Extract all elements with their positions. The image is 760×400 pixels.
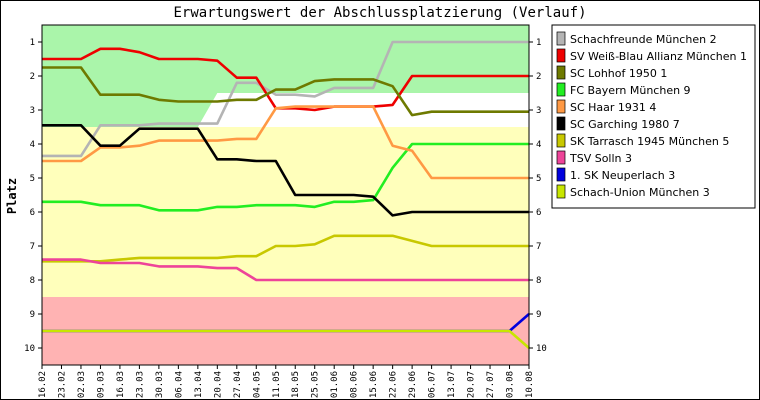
series-layer	[42, 40, 530, 349]
y-tick-label-right: 4	[536, 140, 541, 150]
y-tick-label-right: 9	[536, 310, 541, 320]
x-tick-label: 01.06	[330, 371, 340, 398]
x-tick-label: 02.03	[77, 371, 87, 398]
legend-swatch-9	[556, 184, 566, 199]
y-tick-label-right: 5	[536, 174, 541, 184]
legend-swatch-0	[556, 31, 566, 46]
x-tick-label: 04.05	[252, 371, 262, 398]
y-tick-label-left: 2	[30, 72, 35, 82]
series-line-6	[42, 234, 529, 263]
legend-label-4: SC Haar 1931 4	[570, 101, 656, 114]
legend: Schachfreunde München 2 SV Weiß-Blau Alli…	[551, 24, 756, 209]
legend-label-8: 1. SK Neuperlach 3	[570, 169, 675, 182]
x-tick-label: 13.07	[447, 371, 457, 398]
legend-swatch-6	[556, 133, 566, 148]
x-tick-label: 16.02	[38, 371, 48, 398]
x-tick-label: 20.04	[213, 371, 223, 398]
x-tick-label: 06.04	[174, 371, 184, 398]
series-line-5	[42, 124, 529, 217]
y-tick-label-left: 10	[24, 344, 35, 354]
series-line-9	[42, 329, 530, 349]
y-tick-label-right: 7	[536, 242, 541, 252]
legend-label-2: SC Lohhof 1950 1	[570, 67, 667, 80]
series-line-4	[42, 105, 529, 180]
y-tick-label-right: 6	[536, 208, 541, 218]
x-tick-label: 25.05	[311, 371, 321, 398]
y-tick-label-left: 4	[30, 140, 35, 150]
x-tick-label: 27.07	[486, 371, 496, 398]
x-tick-label: 09.03	[96, 371, 106, 398]
x-tick-label: 30.03	[155, 371, 165, 398]
x-tick-label: 10.08	[525, 371, 535, 398]
y-tick-label-left: 6	[30, 208, 35, 218]
x-tick-label: 08.06	[350, 371, 360, 398]
y-tick-label-right: 8	[536, 276, 541, 286]
y-tick-label-left: 8	[30, 276, 35, 286]
plot-border	[41, 24, 530, 366]
legend-swatch-3	[556, 82, 566, 97]
legend-label-0: Schachfreunde München 2	[570, 33, 717, 46]
chart-title: Erwartungswert der Abschlussplatzierung …	[173, 5, 586, 21]
x-tick-label: 27.04	[233, 371, 243, 398]
legend-swatch-4	[556, 99, 566, 114]
legend-swatch-5	[556, 116, 566, 131]
legend-label-5: SC Garching 1980 7	[570, 118, 680, 131]
series-line-2	[42, 66, 529, 117]
legend-swatch-2	[556, 65, 566, 80]
x-tick-label: 18.05	[291, 371, 301, 398]
legend-swatch-8	[556, 167, 566, 182]
series-line-7	[42, 258, 529, 282]
x-tick-label: 16.03	[116, 371, 126, 398]
x-tick-label: 29.06	[408, 371, 418, 398]
x-tick-label: 13.04	[194, 371, 204, 398]
y-tick-label-right: 3	[536, 106, 541, 116]
x-tick-label: 23.02	[57, 371, 67, 398]
x-tick-label: 20.07	[467, 371, 477, 398]
series-line-3	[42, 142, 529, 212]
y-axis-label: Platz	[5, 178, 19, 214]
x-tick-label: 23.03	[135, 371, 145, 398]
legend-label-9: Schach-Union München 3	[570, 186, 710, 199]
series-line-0	[42, 40, 529, 158]
legend-label-7: TSV Solln 3	[569, 152, 632, 165]
legend-swatch-7	[556, 150, 566, 165]
y-tick-label-left: 7	[30, 242, 35, 252]
y-tick-label-right: 10	[536, 344, 547, 354]
y-tick-label-left: 3	[30, 106, 35, 116]
y-tick-label-left: 1	[30, 38, 35, 48]
x-tick-label: 06.07	[428, 371, 438, 398]
legend-box	[551, 24, 756, 209]
x-tick-label: 03.08	[506, 371, 516, 398]
legend-swatch-1	[556, 48, 566, 63]
y-tick-label-right: 1	[536, 38, 541, 48]
legend-label-6: SK Tarrasch 1945 München 5	[570, 135, 729, 148]
x-tick-label: 22.06	[389, 371, 399, 398]
y-tick-label-left: 9	[30, 310, 35, 320]
x-tick-label: 11.05	[272, 371, 282, 398]
y-tick-label-left: 5	[30, 174, 35, 184]
y-tick-label-right: 2	[536, 72, 541, 82]
legend-label-3: FC Bayern München 9	[570, 84, 691, 97]
axes-layer: 1 1 2 2 3 3 4 4 5 5 6 6 7 7 8 8 9 9 10 10 16.02 23.02 02.03 09.…	[24, 24, 547, 398]
x-tick-label: 15.06	[369, 371, 379, 398]
legend-label-1: SV Weiß-Blau Allianz München 1	[570, 50, 747, 63]
